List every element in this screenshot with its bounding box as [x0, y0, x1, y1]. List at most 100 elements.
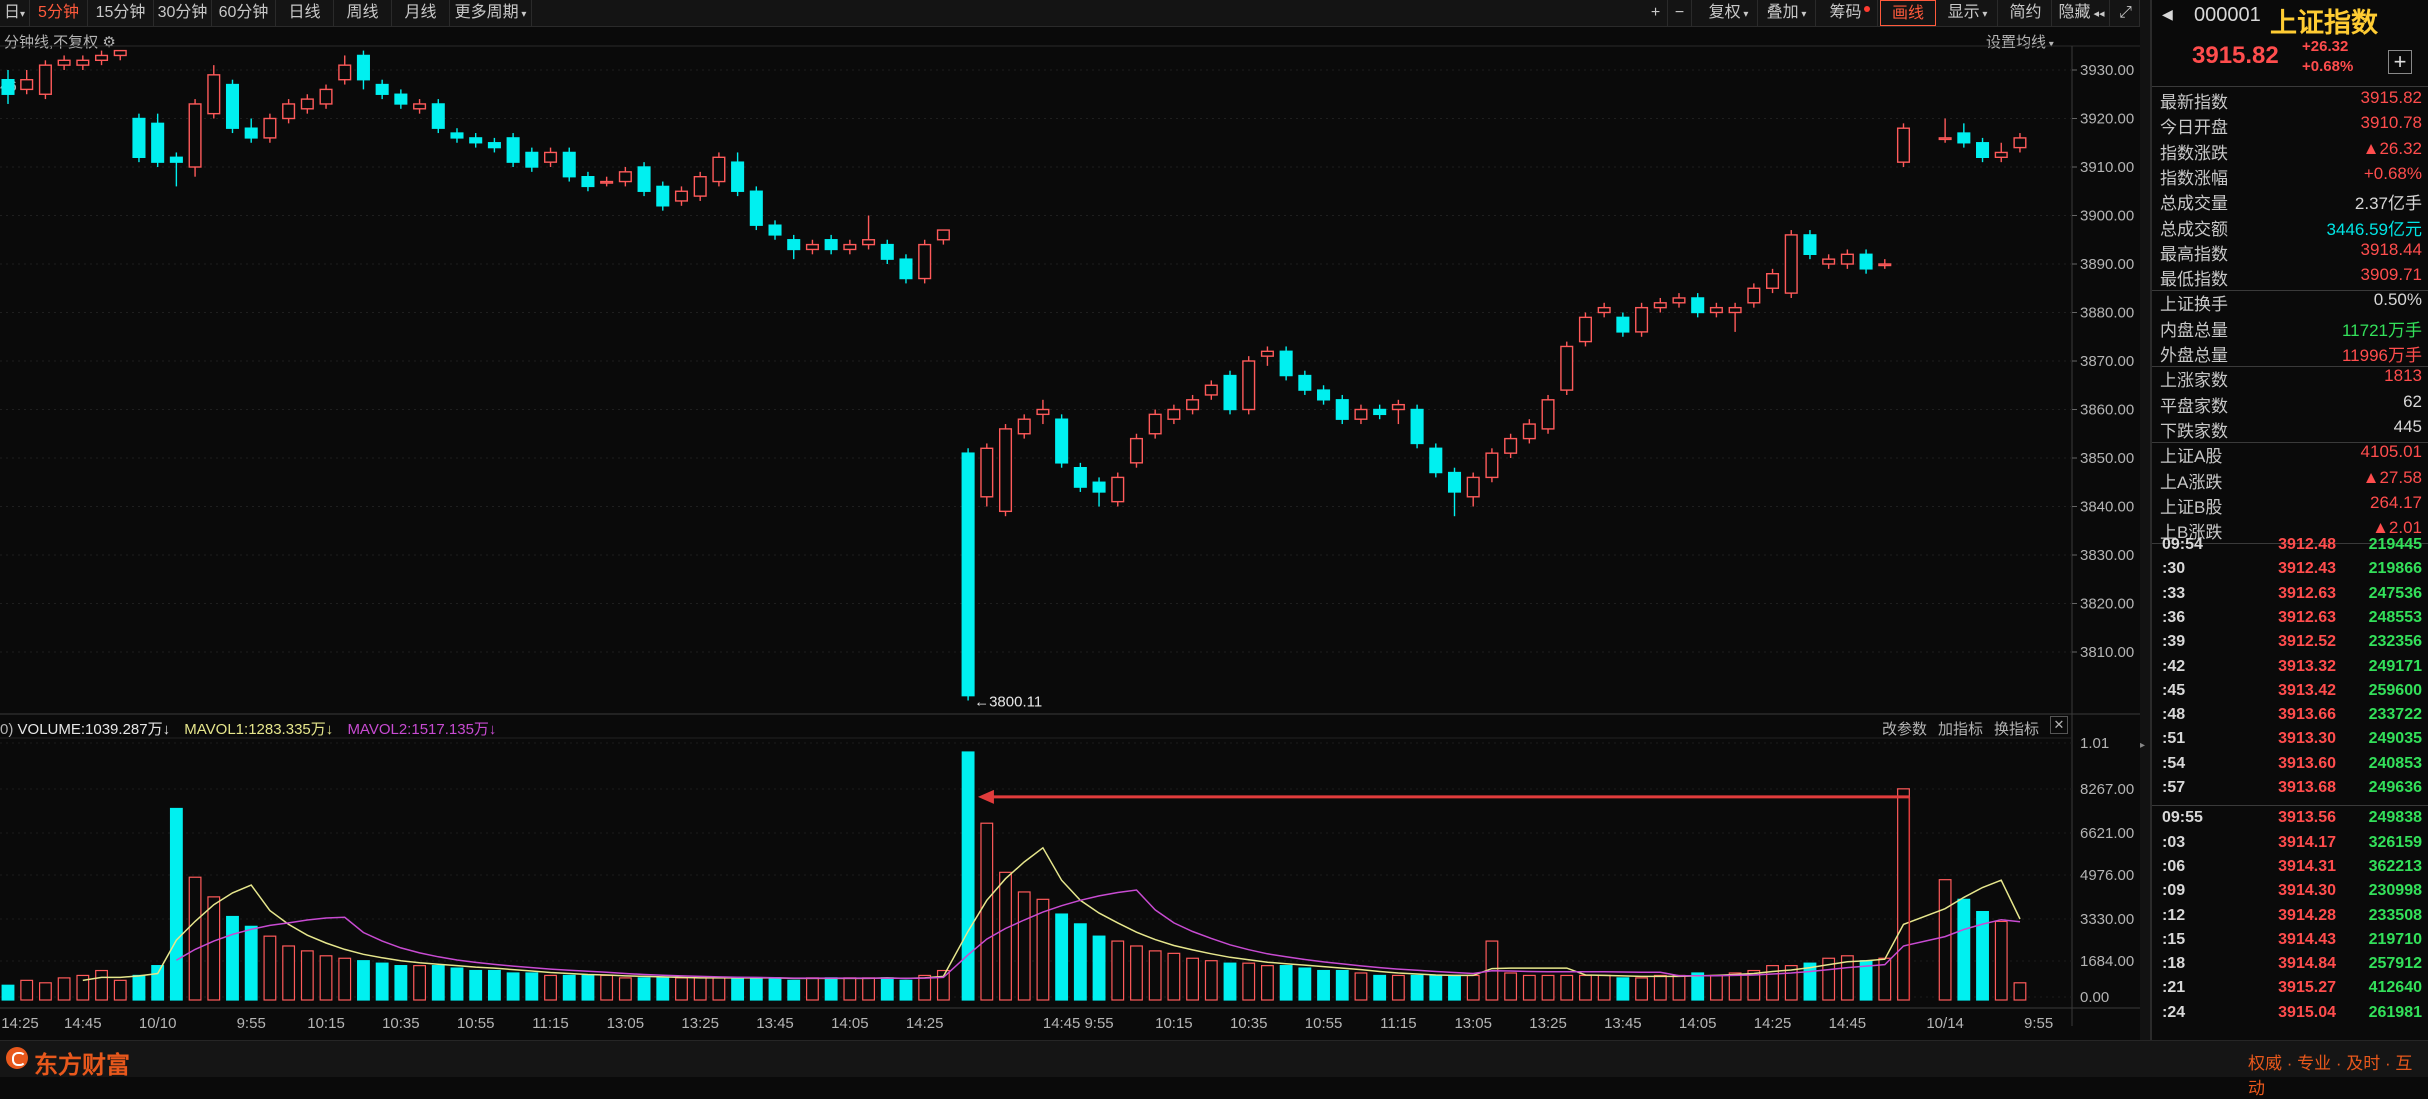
candle-up	[1747, 287, 1761, 304]
candle-up	[1938, 137, 1952, 141]
ma-settings-dropdown[interactable]: 设置均线 ▾	[1986, 31, 2054, 52]
candle-up	[998, 428, 1013, 513]
stat-row: 最低指数 3909.71	[2160, 265, 2422, 290]
adjust-rights-dropdown[interactable]: 复权 ▾	[1700, 0, 1758, 26]
candle-down	[768, 224, 782, 236]
stat-row: 上证换手 0.50%	[2160, 290, 2422, 315]
add-watchlist-button[interactable]: +	[2388, 50, 2412, 74]
volume-bar-down	[1279, 965, 1293, 1001]
candle-up	[980, 447, 994, 498]
display-dropdown[interactable]: 显示 ▾	[1938, 0, 1998, 26]
tick-time: :33	[2162, 584, 2186, 602]
tick-row: 09:54 3912.48 219445	[2160, 536, 2422, 560]
stat-label: 上A涨跌	[2160, 472, 2223, 492]
tick-row: :42 3913.32 249171	[2160, 658, 2422, 682]
chips-button[interactable]: 筹码	[1822, 0, 1878, 26]
tick-row: :24 3915.04 261981	[2160, 1004, 2422, 1028]
volume-bar-up	[712, 977, 726, 1001]
volume-bar-up	[918, 974, 932, 1001]
candle-up	[1784, 234, 1798, 294]
stat-label: 上证A股	[2160, 447, 2223, 467]
candle-down	[1859, 253, 1873, 270]
tick-time: 09:55	[2162, 809, 2203, 827]
volume-bar-down	[787, 979, 801, 1001]
price-tick-label: 3820.00	[2080, 596, 2134, 613]
stat-value: 1813	[2384, 366, 2422, 386]
volume-bar-down	[226, 915, 239, 1001]
tick-time: :03	[2162, 833, 2186, 851]
zoom-in-button[interactable]: +	[1644, 0, 1668, 26]
change-params-button[interactable]: 改参数	[1882, 721, 1928, 738]
candle-down	[394, 93, 408, 105]
candle-down	[1616, 316, 1630, 333]
stat-row: 外盘总量 11996万手	[2160, 341, 2422, 366]
volume-bar-up	[1709, 974, 1723, 1001]
display-label: 显示	[1947, 4, 1980, 21]
candle-up	[1840, 253, 1854, 265]
panel-splitter[interactable]: ▸	[2140, 0, 2150, 1040]
candle-down	[1957, 132, 1971, 144]
candlestick-chart[interactable]: 3930.00 3920.00 3910.00 3900.00 3890.00 3880.…	[0, 26, 2140, 1040]
candle-up	[338, 64, 352, 81]
tick-time: :39	[2162, 633, 2186, 651]
candle-up	[1167, 408, 1181, 420]
close-icon[interactable]: ✕	[2050, 716, 2068, 734]
stat-value: 3915.82	[2360, 88, 2422, 107]
volume-bar-up	[1148, 950, 1162, 1001]
fullscreen-icon[interactable]: ⤢	[2112, 0, 2140, 26]
candle-up	[1485, 452, 1499, 479]
tick-price: 3912.52	[2278, 633, 2336, 651]
overlay-label: 叠加	[1766, 4, 1799, 21]
stat-row: 下跌家数 445	[2160, 417, 2422, 442]
period-30min-button[interactable]: 30分钟	[154, 0, 212, 26]
period-60min-button[interactable]: 60分钟	[212, 0, 276, 26]
volume-bar-up	[413, 965, 427, 1001]
candle-down	[1410, 408, 1424, 445]
volume-bar-up	[1130, 945, 1143, 1001]
candle-up	[1111, 476, 1125, 503]
simple-mode-button[interactable]: 简约	[2000, 0, 2052, 26]
volume-bar-up	[1672, 974, 1686, 1001]
period-daily-button[interactable]: 日线	[276, 0, 334, 26]
period-day-dropdown[interactable]: 日▾	[0, 0, 30, 26]
volume-bar-up	[1840, 955, 1854, 1001]
gear-icon[interactable]: ⚙	[102, 34, 116, 51]
volume-bar-up	[1167, 952, 1181, 1001]
stat-label: 指数涨幅	[2160, 168, 2228, 188]
candle-down	[1055, 418, 1069, 464]
candle-up	[1242, 360, 1256, 411]
candle-up	[1017, 418, 1031, 435]
collapse-arrow-icon[interactable]: ▸	[2140, 740, 2146, 751]
volume-bar-up	[862, 977, 875, 1001]
chart-area[interactable]: 分钟线,不复权 ⚙ 设置均线 ▾ 46 3930.003920.003910.0…	[0, 26, 2140, 1040]
zoom-out-button[interactable]: −	[1668, 0, 1692, 26]
chevron-down-icon: ▾	[1740, 9, 1749, 20]
draw-line-button[interactable]: 画线	[1880, 0, 1936, 26]
divider	[2152, 543, 2428, 545]
tick-row: :36 3912.63 248553	[2160, 609, 2422, 633]
tick-time: :45	[2162, 681, 2186, 699]
time-axis-label: 14:25	[906, 1015, 944, 1032]
switch-indicator-button[interactable]: 换指标	[1994, 721, 2040, 738]
period-5min-button[interactable]: 5分钟	[30, 0, 88, 26]
candle-up	[1560, 345, 1574, 391]
time-axis-label: 9:55	[2024, 1015, 2053, 1032]
stat-label: 上证换手	[2160, 295, 2228, 315]
tick-price: 3913.56	[2278, 809, 2336, 827]
more-periods-dropdown[interactable]: 更多周期 ▾	[450, 0, 532, 26]
volume-bar-down	[749, 977, 763, 1001]
tick-price: 3912.63	[2278, 608, 2336, 626]
period-monthly-button[interactable]: 月线	[392, 0, 450, 26]
candle-up	[1036, 408, 1050, 416]
volume-bar-down	[1976, 911, 1989, 1001]
prev-arrow-icon[interactable]: ◀	[2162, 6, 2173, 22]
volume-bar-down	[1448, 974, 1461, 1001]
overlay-dropdown[interactable]: 叠加 ▾	[1758, 0, 1816, 26]
time-axis-label: 10:15	[307, 1015, 345, 1032]
period-weekly-button[interactable]: 周线	[334, 0, 392, 26]
stat-row: 最高指数 3918.44	[2160, 240, 2422, 265]
hide-button[interactable]: 隐藏 ◂◂	[2054, 0, 2110, 26]
volume-bar-up	[20, 979, 34, 1001]
period-15min-button[interactable]: 15分钟	[88, 0, 154, 26]
add-indicator-button[interactable]: 加指标	[1938, 721, 1984, 738]
